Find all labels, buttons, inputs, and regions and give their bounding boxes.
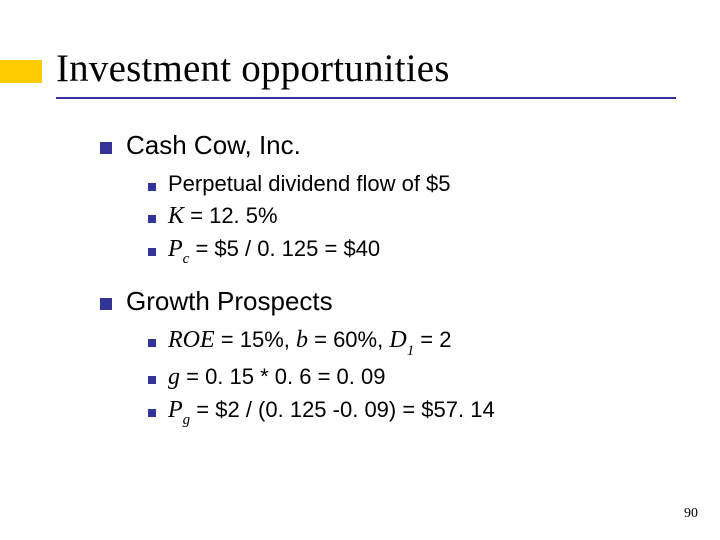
l2-item: Pg = $2 / (0. 125 -0. 09) = $57. 14 <box>148 397 680 427</box>
l1-text: Growth Prospects <box>126 286 333 317</box>
l2-text: Perpetual dividend flow of $5 <box>168 171 451 197</box>
text-run: Perpetual dividend flow of $5 <box>168 171 451 196</box>
l1-item: Growth Prospects ROE = 15%, b = 60%, D1 =… <box>100 286 680 427</box>
l2-row: Pc = $5 / 0. 125 = $40 <box>148 236 680 266</box>
square-bullet-icon <box>148 215 156 223</box>
italic-text: b <box>296 327 308 353</box>
italic-text: P <box>168 236 183 262</box>
l2-item: Pc = $5 / 0. 125 = $40 <box>148 236 680 266</box>
italic-text: K <box>168 203 184 229</box>
l2-row: K = 12. 5% <box>148 203 680 230</box>
square-bullet-icon <box>100 142 112 154</box>
sub-bullet-list: Perpetual dividend flow of $5K = 12. 5%P… <box>148 171 680 266</box>
square-bullet-icon <box>148 409 156 417</box>
slide-content: Cash Cow, Inc. Perpetual dividend flow of… <box>100 130 680 447</box>
page-number: 90 <box>684 506 698 522</box>
l1-row: Cash Cow, Inc. <box>100 130 680 161</box>
subscript-text: g <box>183 412 191 428</box>
text-run: = $2 / (0. 125 -0. 09) = $57. 14 <box>190 397 495 422</box>
italic-text: g <box>168 364 180 390</box>
italic-text: P <box>168 397 183 423</box>
l1-row: Growth Prospects <box>100 286 680 317</box>
l2-item: g = 0. 15 * 0. 6 = 0. 09 <box>148 364 680 391</box>
square-bullet-icon <box>100 298 112 310</box>
title-wrap: Investment opportunities <box>56 46 680 91</box>
bullet-list: Cash Cow, Inc. Perpetual dividend flow of… <box>100 130 680 427</box>
square-bullet-icon <box>148 248 156 256</box>
l2-row: Pg = $2 / (0. 125 -0. 09) = $57. 14 <box>148 397 680 427</box>
text-run: = 2 <box>414 327 451 352</box>
subscript-text: 1 <box>407 343 415 359</box>
text-run: = $5 / 0. 125 = $40 <box>189 236 380 261</box>
square-bullet-icon <box>148 339 156 347</box>
square-bullet-icon <box>148 183 156 191</box>
title-underline <box>56 97 676 99</box>
square-bullet-icon <box>148 376 156 384</box>
accent-bar <box>0 60 42 83</box>
italic-text: D <box>389 327 406 353</box>
l1-item: Cash Cow, Inc. Perpetual dividend flow of… <box>100 130 680 266</box>
text-run: = 12. 5% <box>184 203 278 228</box>
text-run: = 60%, <box>308 327 389 352</box>
slide: Investment opportunities Cash Cow, Inc. P… <box>0 0 720 540</box>
l2-item: K = 12. 5% <box>148 203 680 230</box>
l2-text: Pg = $2 / (0. 125 -0. 09) = $57. 14 <box>168 397 495 427</box>
l2-item: Perpetual dividend flow of $5 <box>148 171 680 197</box>
l2-row: Perpetual dividend flow of $5 <box>148 171 680 197</box>
l2-text: ROE = 15%, b = 60%, D1 = 2 <box>168 327 452 357</box>
l2-text: K = 12. 5% <box>168 203 278 230</box>
l2-item: ROE = 15%, b = 60%, D1 = 2 <box>148 327 680 357</box>
slide-title: Investment opportunities <box>56 46 680 91</box>
italic-text: ROE <box>168 327 215 353</box>
l2-text: g = 0. 15 * 0. 6 = 0. 09 <box>168 364 386 391</box>
l2-row: ROE = 15%, b = 60%, D1 = 2 <box>148 327 680 357</box>
text-run: = 0. 15 * 0. 6 = 0. 09 <box>180 364 386 389</box>
subscript-text: c <box>183 251 190 267</box>
l1-text: Cash Cow, Inc. <box>126 130 301 161</box>
sub-bullet-list: ROE = 15%, b = 60%, D1 = 2 g = 0. 15 * 0.… <box>148 327 680 427</box>
text-run: = 15%, <box>215 327 296 352</box>
l2-text: Pc = $5 / 0. 125 = $40 <box>168 236 380 266</box>
l2-row: g = 0. 15 * 0. 6 = 0. 09 <box>148 364 680 391</box>
